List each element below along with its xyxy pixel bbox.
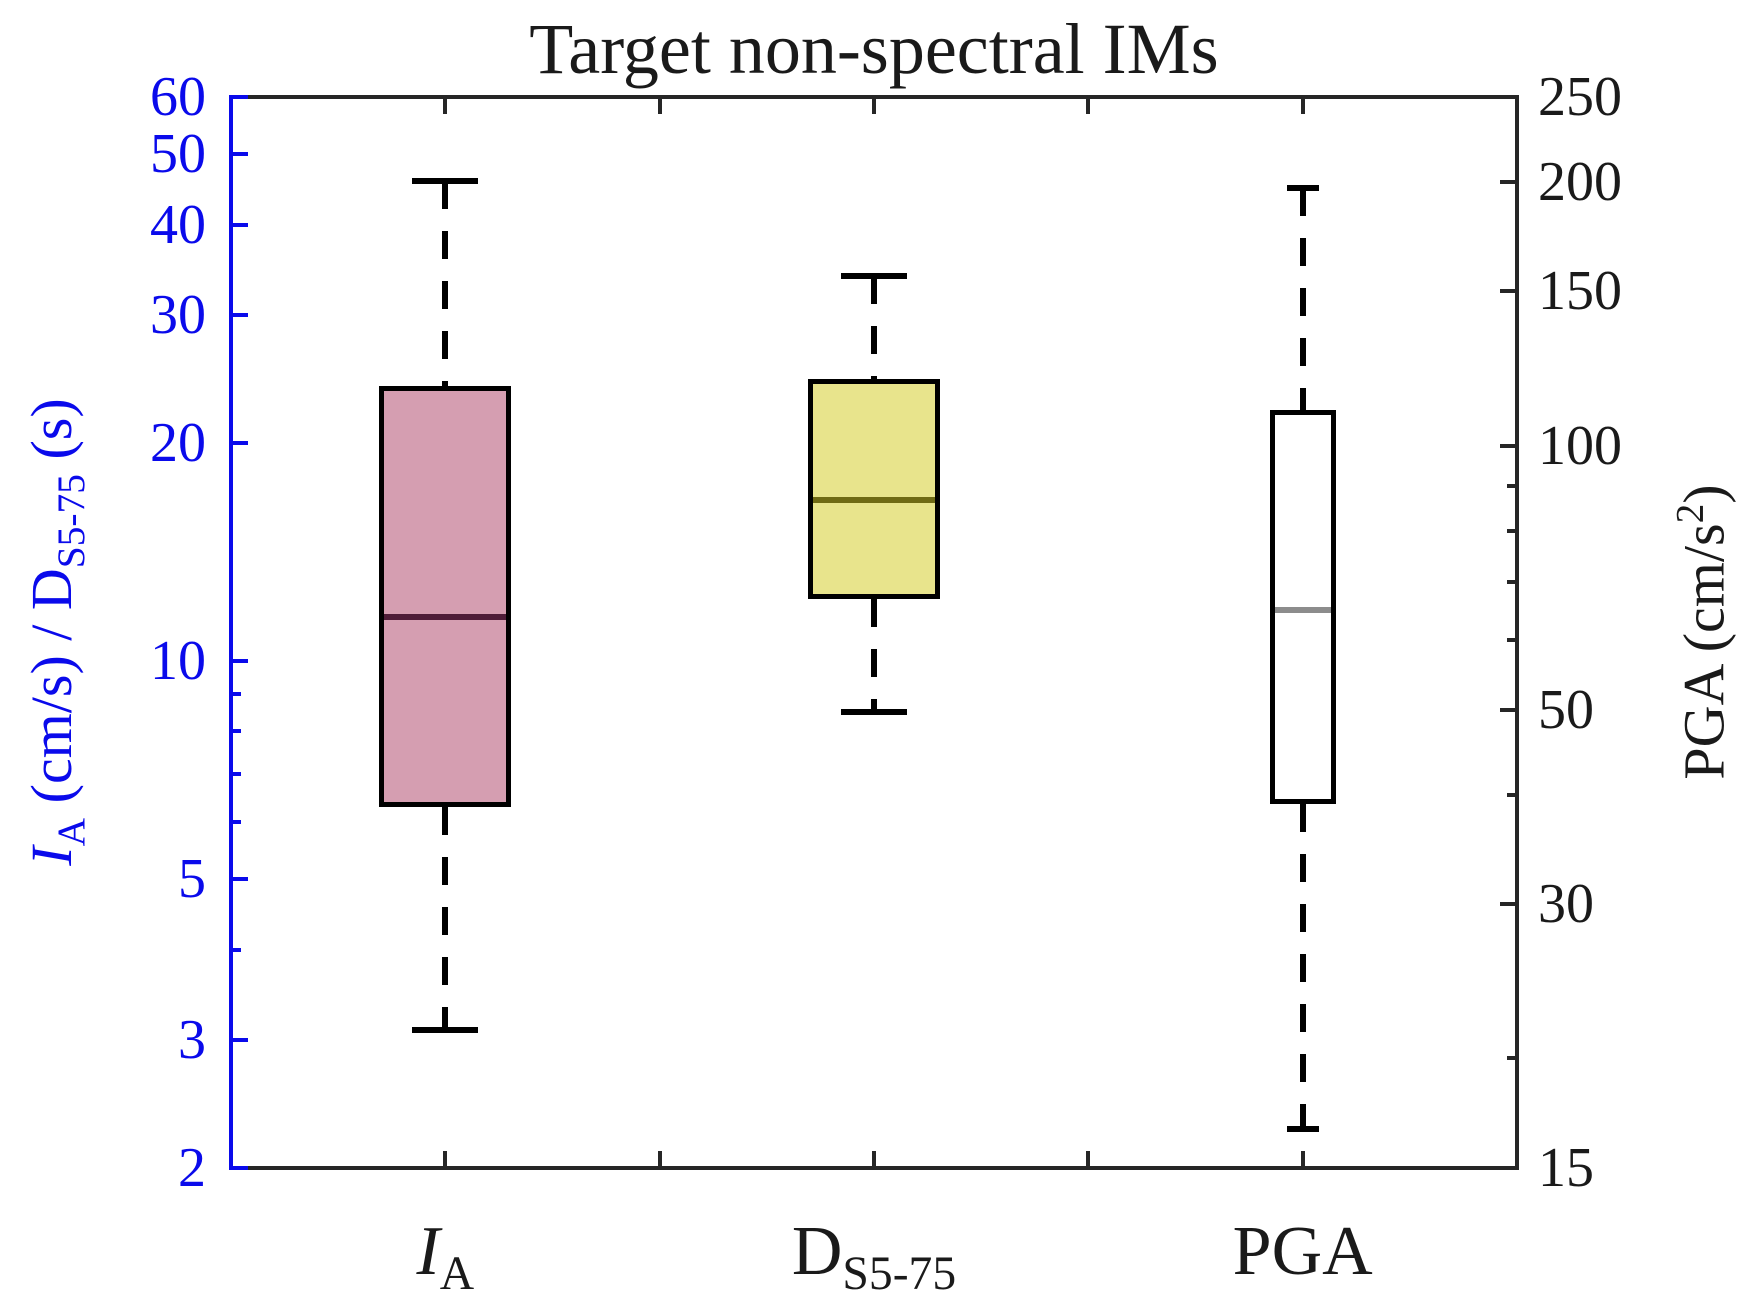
chart-title: Target non-spectral IMs	[529, 9, 1219, 89]
right-axis-minor-tick	[1507, 528, 1517, 533]
lower-whisker-cap	[841, 709, 907, 716]
bottom-axis-tick	[1300, 1151, 1305, 1168]
left-axis-major-tick	[231, 152, 248, 157]
right-axis-tick-label: 250	[1538, 66, 1622, 128]
left-axis-tick-label: 50	[150, 123, 206, 186]
right-axis-minor-tick	[1507, 483, 1517, 488]
right-axis-major-tick	[1500, 902, 1517, 907]
right-axis-major-tick	[1500, 289, 1517, 294]
left-axis-major-tick	[231, 877, 248, 882]
label-part: A	[439, 1248, 475, 1301]
right-axis-tick-label: 15	[1538, 1137, 1594, 1199]
right-axis-tick-label: 30	[1538, 873, 1594, 936]
left-axis-tick-label: 60	[150, 66, 206, 128]
top-axis-tick	[657, 97, 662, 114]
x-category-label-IA: IA	[416, 1212, 474, 1301]
left-axis-minor-tick	[231, 820, 241, 825]
axis-line-left	[229, 95, 233, 1170]
right-axis-major-tick	[1500, 179, 1517, 184]
top-axis-tick	[1086, 97, 1091, 114]
bottom-axis-tick	[443, 1151, 448, 1168]
left-axis-tick-label: 3	[178, 1009, 206, 1072]
left-axis-major-tick	[231, 95, 248, 99]
left-axis-major-tick	[231, 313, 248, 318]
left-axis-tick-label: 10	[150, 630, 206, 693]
right-axis-minor-tick	[1507, 792, 1517, 797]
label-part: I	[416, 1213, 440, 1290]
median-line	[813, 496, 935, 503]
upper-whisker	[1299, 187, 1306, 410]
axis-line-bottom	[229, 1166, 1519, 1170]
left-axis-major-tick	[231, 1166, 248, 1170]
x-category-label-DS5-75: DS5-75	[792, 1212, 956, 1301]
label-part: PGA	[1232, 1213, 1373, 1290]
left-axis-major-tick	[231, 659, 248, 664]
label-part: 2	[1667, 503, 1712, 524]
iqr-box	[808, 379, 940, 599]
left-axis-tick-label: 2	[178, 1137, 206, 1199]
left-axis-major-tick	[231, 1038, 248, 1043]
iqr-box	[379, 385, 512, 807]
left-axis-tick-label: 40	[150, 193, 206, 256]
left-axis-major-tick	[231, 222, 248, 227]
right-axis-tick-label: 100	[1538, 414, 1622, 477]
left-axis-minor-tick	[231, 771, 241, 776]
label-part: A	[48, 817, 93, 847]
median-line	[1274, 606, 1331, 613]
right-axis-tick-label: 200	[1538, 150, 1622, 213]
right-axis-tick-label: 150	[1538, 260, 1622, 323]
upper-whisker-cap	[1286, 184, 1319, 191]
left-axis-tick-label: 20	[150, 411, 206, 474]
label-part: )	[1671, 484, 1737, 504]
left-axis-minor-tick	[231, 729, 241, 734]
left-axis-minor-tick	[231, 947, 241, 952]
left-axis-minor-tick	[231, 692, 241, 697]
lower-whisker	[1299, 804, 1306, 1130]
median-line	[384, 614, 507, 621]
bottom-axis-tick	[1086, 1151, 1091, 1168]
left-axis-tick-label: 5	[178, 848, 206, 911]
top-axis-tick	[1300, 97, 1305, 114]
label-part: D	[791, 1213, 843, 1290]
upper-whisker	[871, 275, 877, 380]
bottom-axis-tick	[657, 1151, 662, 1168]
x-category-label-PGA: PGA	[1233, 1212, 1373, 1292]
right-axis-minor-tick	[1507, 1056, 1517, 1061]
right-axis-minor-tick	[1507, 638, 1517, 643]
upper-whisker-cap	[841, 272, 907, 279]
upper-whisker	[442, 180, 449, 386]
upper-whisker-cap	[412, 177, 479, 184]
lower-whisker	[442, 806, 449, 1030]
right-axis-minor-tick	[1507, 579, 1517, 584]
right-axis-major-tick	[1500, 443, 1517, 448]
lower-whisker-cap	[412, 1026, 479, 1033]
lower-whisker	[871, 598, 877, 713]
bottom-axis-tick	[872, 1151, 876, 1168]
right-axis-major-tick	[1500, 95, 1517, 99]
top-axis-tick	[443, 97, 448, 114]
right-axis-major-tick	[1500, 1166, 1517, 1170]
label-part: S5-75	[842, 1248, 957, 1301]
right-axis-major-tick	[1500, 707, 1517, 712]
left-axis-major-tick	[231, 440, 248, 445]
axis-line-right	[1515, 95, 1519, 1170]
top-axis-tick	[872, 97, 876, 114]
label-part: S5-75	[48, 474, 93, 569]
right-axis-tick-label: 50	[1538, 678, 1594, 741]
left-axis-tick-label: 30	[150, 284, 206, 347]
lower-whisker-cap	[1286, 1126, 1319, 1133]
